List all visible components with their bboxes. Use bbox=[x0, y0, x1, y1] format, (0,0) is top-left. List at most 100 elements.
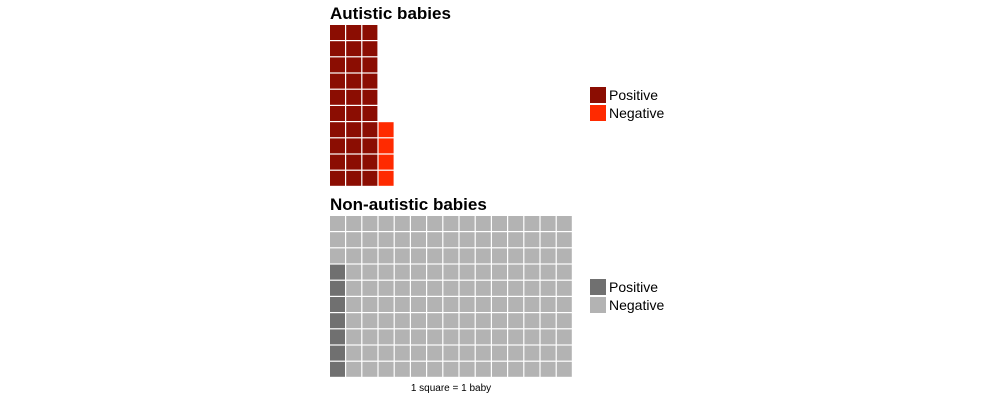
waffle-square-negative bbox=[540, 264, 556, 280]
waffle-square-negative bbox=[394, 297, 410, 312]
waffle-square-negative bbox=[443, 329, 459, 345]
waffle-square-negative bbox=[427, 329, 443, 345]
waffle-square-negative bbox=[459, 216, 475, 231]
waffle-square-negative bbox=[427, 280, 443, 296]
waffle-square-negative bbox=[475, 345, 491, 361]
waffle-square-negative bbox=[459, 264, 475, 280]
waffle-square-negative bbox=[492, 361, 507, 377]
waffle-square-negative bbox=[508, 216, 524, 231]
waffle-square-negative bbox=[362, 216, 378, 231]
waffle-square-positive bbox=[362, 106, 378, 121]
waffle-square-positive bbox=[330, 41, 345, 57]
waffle-square-negative bbox=[346, 264, 362, 280]
waffle-square-negative bbox=[540, 361, 556, 377]
waffle-square-positive bbox=[346, 41, 362, 57]
waffle-square-negative bbox=[556, 248, 572, 264]
waffle-square-negative bbox=[427, 297, 443, 312]
waffle-square-negative bbox=[475, 297, 491, 312]
legend-swatch-positive bbox=[590, 87, 606, 103]
waffle-square-positive bbox=[362, 122, 378, 138]
waffle-square-positive bbox=[346, 106, 362, 121]
legend-label-positive: Positive bbox=[609, 279, 659, 295]
non-autistic-waffle bbox=[330, 216, 572, 377]
waffle-square-negative bbox=[508, 361, 524, 377]
waffle-square-negative bbox=[378, 313, 394, 329]
waffle-square-negative bbox=[508, 264, 524, 280]
waffle-square-negative bbox=[346, 361, 362, 377]
waffle-square-positive bbox=[362, 73, 378, 89]
waffle-square-negative bbox=[362, 280, 378, 296]
waffle-square-negative bbox=[443, 280, 459, 296]
waffle-square-negative bbox=[556, 345, 572, 361]
waffle-square-negative bbox=[540, 232, 556, 248]
waffle-square-negative bbox=[346, 216, 362, 231]
waffle-square-negative bbox=[524, 216, 540, 231]
waffle-square-positive bbox=[362, 89, 378, 105]
waffle-square-positive bbox=[346, 122, 362, 138]
legend-label-negative: Negative bbox=[609, 105, 665, 121]
waffle-square-negative bbox=[556, 264, 572, 280]
waffle-square-negative bbox=[411, 329, 426, 345]
waffle-square-negative bbox=[508, 329, 524, 345]
waffle-square-negative bbox=[411, 361, 426, 377]
waffle-square-negative bbox=[346, 329, 362, 345]
waffle-square-positive bbox=[330, 329, 345, 345]
waffle-square-negative bbox=[459, 280, 475, 296]
legend-swatch-negative bbox=[590, 297, 606, 313]
waffle-square-positive bbox=[330, 154, 345, 170]
waffle-square-negative bbox=[443, 248, 459, 264]
waffle-square-positive bbox=[330, 297, 345, 312]
waffle-square-negative bbox=[346, 313, 362, 329]
waffle-square-negative bbox=[459, 297, 475, 312]
waffle-square-negative bbox=[475, 232, 491, 248]
waffle-square-negative bbox=[443, 361, 459, 377]
waffle-square-negative bbox=[411, 216, 426, 231]
waffle-square-negative bbox=[346, 345, 362, 361]
waffle-square-negative bbox=[556, 313, 572, 329]
legend-swatch-negative bbox=[590, 105, 606, 121]
waffle-square-negative bbox=[394, 216, 410, 231]
waffle-square-positive bbox=[362, 154, 378, 170]
waffle-square-negative bbox=[394, 248, 410, 264]
waffle-square-positive bbox=[330, 313, 345, 329]
waffle-square-negative bbox=[443, 232, 459, 248]
waffle-square-negative bbox=[411, 280, 426, 296]
waffle-square-negative bbox=[492, 280, 507, 296]
waffle-square-negative bbox=[394, 280, 410, 296]
waffle-square-negative bbox=[378, 280, 394, 296]
waffle-square-negative bbox=[492, 329, 507, 345]
waffle-square-negative bbox=[540, 280, 556, 296]
waffle-square-positive bbox=[330, 345, 345, 361]
waffle-square-positive bbox=[330, 89, 345, 105]
waffle-square-negative bbox=[411, 313, 426, 329]
autistic-title: Autistic babies bbox=[330, 4, 451, 23]
waffle-square-negative bbox=[394, 361, 410, 377]
waffle-square-negative bbox=[378, 232, 394, 248]
waffle-square-negative bbox=[378, 264, 394, 280]
autistic-legend: Positive Negative bbox=[590, 86, 664, 122]
waffle-square-positive bbox=[362, 170, 378, 186]
waffle-square-negative bbox=[427, 232, 443, 248]
waffle-square-negative bbox=[362, 297, 378, 312]
waffle-square-negative bbox=[556, 361, 572, 377]
waffle-square-negative bbox=[508, 313, 524, 329]
waffle-square-negative bbox=[394, 232, 410, 248]
waffle-square-positive bbox=[346, 73, 362, 89]
waffle-square-negative bbox=[411, 232, 426, 248]
waffle-square-negative bbox=[524, 345, 540, 361]
waffle-square-positive bbox=[330, 280, 345, 296]
waffle-square-negative bbox=[362, 232, 378, 248]
waffle-square-negative bbox=[362, 345, 378, 361]
legend-swatch-positive bbox=[590, 279, 606, 295]
waffle-square-negative bbox=[508, 232, 524, 248]
waffle-square-negative bbox=[362, 329, 378, 345]
waffle-square-negative bbox=[524, 280, 540, 296]
waffle-square-negative bbox=[378, 122, 394, 138]
waffle-square-positive bbox=[330, 138, 345, 154]
waffle-square-negative bbox=[524, 264, 540, 280]
waffle-square-positive bbox=[330, 57, 345, 73]
waffle-square-negative bbox=[475, 264, 491, 280]
waffle-square-negative bbox=[378, 345, 394, 361]
waffle-square-negative bbox=[443, 345, 459, 361]
waffle-square-negative bbox=[411, 297, 426, 312]
